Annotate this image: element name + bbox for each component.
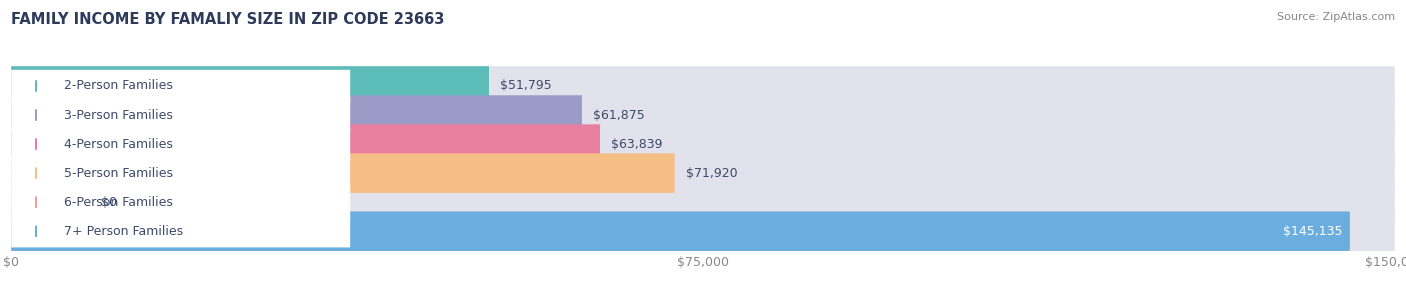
Text: $63,839: $63,839	[612, 138, 662, 151]
Text: $145,135: $145,135	[1284, 225, 1343, 238]
FancyBboxPatch shape	[11, 157, 350, 189]
Text: 2-Person Families: 2-Person Families	[63, 80, 173, 92]
FancyBboxPatch shape	[11, 215, 350, 247]
FancyBboxPatch shape	[11, 182, 87, 222]
FancyBboxPatch shape	[11, 124, 600, 164]
Text: $71,920: $71,920	[686, 167, 737, 180]
FancyBboxPatch shape	[11, 153, 675, 193]
Text: FAMILY INCOME BY FAMALIY SIZE IN ZIP CODE 23663: FAMILY INCOME BY FAMALIY SIZE IN ZIP COD…	[11, 12, 444, 27]
Text: 3-Person Families: 3-Person Families	[63, 109, 173, 121]
FancyBboxPatch shape	[11, 211, 1350, 251]
FancyBboxPatch shape	[11, 95, 1395, 135]
Text: 4-Person Families: 4-Person Families	[63, 138, 173, 151]
FancyBboxPatch shape	[11, 211, 1395, 251]
FancyBboxPatch shape	[11, 124, 1395, 164]
FancyBboxPatch shape	[11, 66, 489, 106]
FancyBboxPatch shape	[11, 66, 1395, 106]
FancyBboxPatch shape	[11, 70, 350, 102]
Text: $51,795: $51,795	[501, 80, 551, 92]
Text: $61,875: $61,875	[593, 109, 645, 121]
FancyBboxPatch shape	[11, 186, 350, 218]
FancyBboxPatch shape	[11, 99, 350, 131]
Text: 7+ Person Families: 7+ Person Families	[63, 225, 183, 238]
FancyBboxPatch shape	[11, 128, 350, 160]
Text: Source: ZipAtlas.com: Source: ZipAtlas.com	[1277, 12, 1395, 22]
FancyBboxPatch shape	[11, 153, 1395, 193]
FancyBboxPatch shape	[11, 182, 1395, 222]
Text: 5-Person Families: 5-Person Families	[63, 167, 173, 180]
Text: 6-Person Families: 6-Person Families	[63, 196, 173, 209]
FancyBboxPatch shape	[11, 95, 582, 135]
Text: $0: $0	[101, 196, 117, 209]
